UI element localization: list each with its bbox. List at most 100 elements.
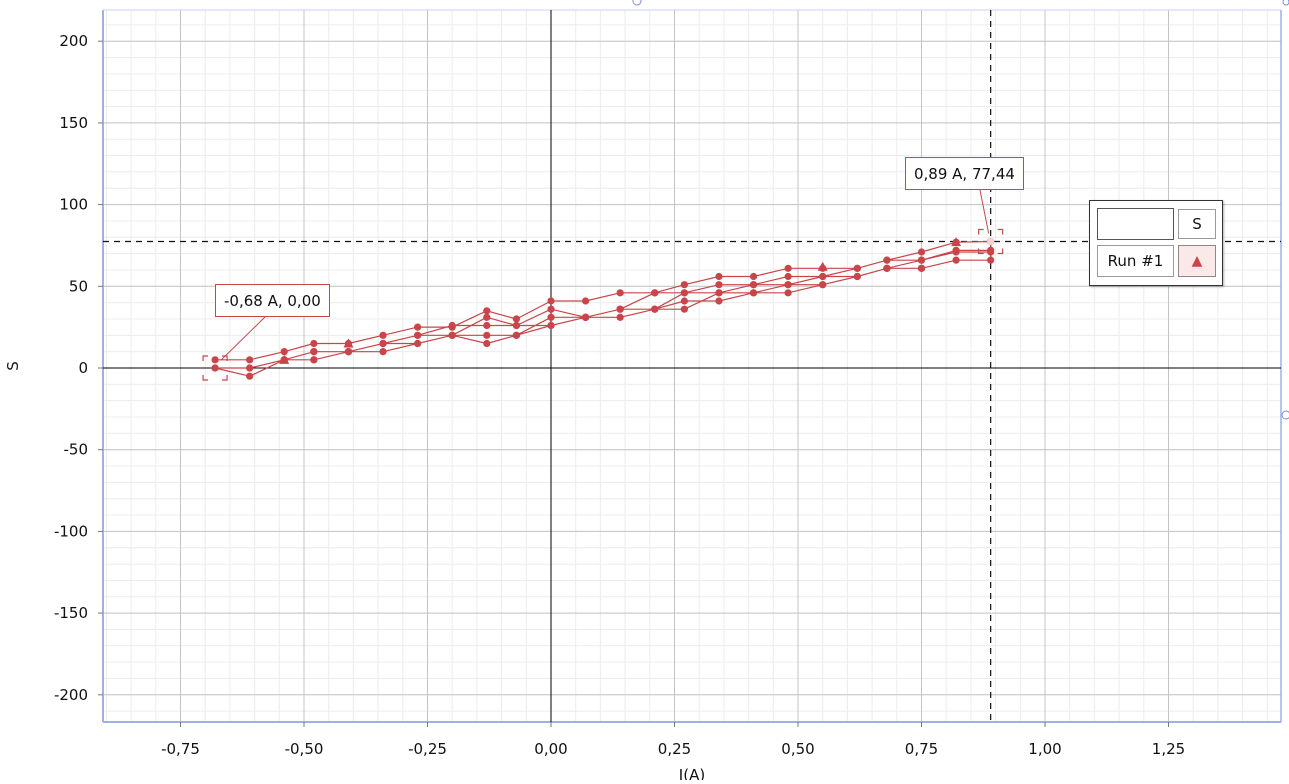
data-point: [784, 281, 792, 289]
data-point-triangle: [279, 354, 290, 364]
data-point: [883, 264, 891, 272]
data-point: [581, 313, 590, 321]
axes: [102, 0, 1289, 723]
data-point: [680, 297, 688, 305]
data-point: [379, 331, 387, 339]
y-tick-label: -200: [54, 686, 88, 704]
x-tick-label: 1,00: [1028, 740, 1061, 758]
data-point-triangle: [343, 338, 354, 348]
x-tick-label: -0,25: [408, 740, 447, 758]
data-point: [448, 321, 456, 330]
data-point: [819, 272, 827, 281]
data-point: [280, 348, 288, 356]
data-point: [853, 264, 861, 272]
plot-area: [103, 10, 1281, 722]
data-point: [952, 246, 960, 254]
y-tick-labels: 200 150 100 50 0 -50 -100 -150 -200: [54, 32, 103, 704]
legend-triangle-icon: ▲: [1178, 245, 1216, 277]
data-point: [547, 321, 555, 330]
y-tick-label: -150: [54, 604, 88, 622]
data-point: [379, 339, 387, 348]
y-axis-label: S: [4, 361, 22, 371]
annotation-crosshair-value: 0,89 A, 77,44: [905, 157, 1024, 190]
data-point: [483, 313, 491, 321]
crosshair: [103, 10, 1281, 722]
grid-major: [103, 10, 1281, 722]
data-point: [512, 331, 521, 339]
selection-bracket: [978, 228, 1004, 255]
series-run-1: [214, 240, 992, 377]
data-point: [581, 297, 590, 305]
data-point: [715, 297, 723, 305]
data-point: [784, 264, 792, 272]
data-point: [651, 305, 659, 313]
data-point: [749, 289, 758, 297]
y-tick-label: -50: [64, 441, 89, 459]
data-point: [917, 264, 926, 272]
data-point: [917, 256, 926, 264]
data-point: [917, 248, 926, 256]
data-point-triangle: [951, 237, 962, 247]
data-point: [483, 339, 491, 348]
data-point: [616, 313, 624, 321]
x-tick-label: 0,00: [534, 740, 567, 758]
selected-point: [987, 237, 995, 246]
x-tick-label: -0,50: [285, 740, 324, 758]
data-point: [512, 321, 521, 330]
data-point: [987, 256, 995, 264]
data-point: [246, 364, 254, 372]
data-point: [483, 321, 491, 330]
data-point: [547, 305, 555, 313]
callout-lines: [202, 189, 1004, 381]
legend-header-s: S: [1178, 209, 1216, 239]
x-tick-label: 0,50: [781, 740, 814, 758]
resize-handle-top: [632, 0, 642, 6]
data-point: [616, 289, 624, 297]
data-point: [749, 281, 758, 289]
y-tick-label: -100: [54, 522, 88, 540]
data-point: [414, 323, 422, 331]
legend-run-label[interactable]: Run #1: [1097, 245, 1174, 277]
selection-bracket: [202, 355, 228, 381]
data-point: [246, 356, 254, 364]
y-tick-label: 0: [78, 359, 88, 377]
y-tick-label: 50: [69, 277, 88, 295]
legend-header-blank: [1097, 208, 1174, 240]
data-point: [715, 289, 723, 297]
data-point: [344, 348, 353, 356]
legend[interactable]: S Run #1 ▲: [1089, 200, 1223, 286]
data-point-triangle: [817, 261, 828, 271]
data-point: [448, 331, 456, 339]
data-point: [680, 281, 688, 289]
resize-handle-right: [1281, 410, 1289, 420]
data-point: [547, 313, 555, 321]
data-point: [715, 281, 723, 289]
x-tick-label: 1,25: [1152, 740, 1185, 758]
data-point: [819, 281, 827, 289]
y-tick-label: 100: [59, 196, 88, 214]
data-point: [547, 297, 555, 305]
data-point: [483, 307, 491, 315]
data-point: [784, 272, 792, 281]
series-line: [214, 240, 992, 377]
data-point: [784, 289, 792, 297]
data-point: [414, 331, 422, 339]
data-point: [310, 348, 318, 356]
data-point: [211, 356, 219, 364]
data-point: [414, 339, 422, 348]
resize-handle-corner: [1282, 0, 1289, 6]
x-tick-label: 0,25: [658, 740, 691, 758]
callout-connector-1: [979, 189, 990, 234]
selected-point: [211, 364, 219, 372]
x-tick-labels: -0,75 -0,50 -0,25 0,00 0,25 0,50 0,75 1,00 1,25: [161, 722, 1185, 758]
data-point: [246, 372, 254, 380]
x-axis-label: I(A): [679, 766, 705, 780]
data-point: [483, 331, 491, 339]
y-tick-label: 200: [59, 32, 88, 50]
data-point: [715, 272, 723, 281]
data-point: [379, 348, 387, 356]
data-point: [680, 305, 688, 313]
y-tick-label: 150: [59, 114, 88, 132]
